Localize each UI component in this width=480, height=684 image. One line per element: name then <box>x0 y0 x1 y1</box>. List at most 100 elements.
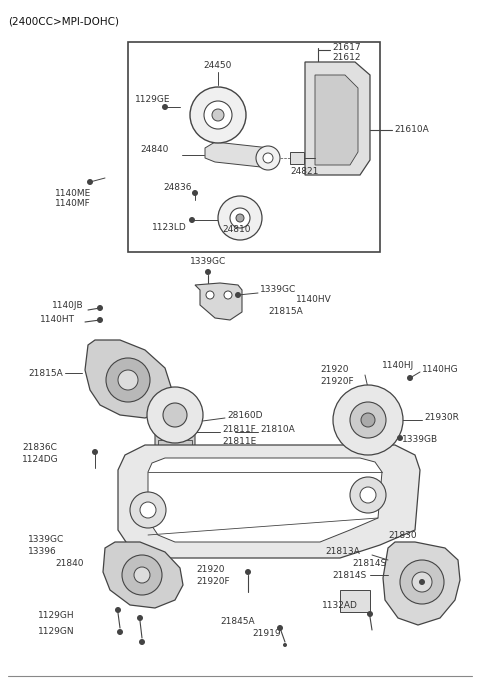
Polygon shape <box>118 445 420 558</box>
Text: 21811E: 21811E <box>222 438 256 447</box>
Text: 1124DG: 1124DG <box>22 456 59 464</box>
Circle shape <box>190 87 246 143</box>
Circle shape <box>137 615 143 621</box>
Circle shape <box>256 146 280 170</box>
Polygon shape <box>85 340 172 418</box>
Text: 21815A: 21815A <box>28 369 63 378</box>
Text: 1140HV: 1140HV <box>296 295 332 304</box>
Circle shape <box>192 190 198 196</box>
Circle shape <box>163 403 187 427</box>
Circle shape <box>189 217 195 223</box>
Text: 21617: 21617 <box>332 44 360 53</box>
Circle shape <box>360 487 376 503</box>
Circle shape <box>122 555 162 595</box>
Text: 21814S: 21814S <box>352 559 386 568</box>
Circle shape <box>206 291 214 299</box>
Text: 21813A: 21813A <box>325 547 360 557</box>
Text: 1140JB: 1140JB <box>52 300 84 309</box>
Text: 1129GN: 1129GN <box>38 627 74 637</box>
Text: 1140HG: 1140HG <box>422 365 458 375</box>
Text: 21830: 21830 <box>388 531 417 540</box>
Circle shape <box>407 375 413 381</box>
Circle shape <box>205 269 211 275</box>
Text: 24836: 24836 <box>163 183 192 192</box>
Circle shape <box>263 153 273 163</box>
Text: 1123LD: 1123LD <box>152 224 187 233</box>
Text: 21810A: 21810A <box>260 425 295 434</box>
Text: 21811F: 21811F <box>222 425 256 434</box>
Circle shape <box>162 104 168 110</box>
Polygon shape <box>315 75 358 165</box>
Text: 21840: 21840 <box>55 559 84 568</box>
Text: 21845A: 21845A <box>220 618 254 627</box>
Circle shape <box>235 292 241 298</box>
Polygon shape <box>155 415 195 468</box>
Text: 13396: 13396 <box>28 547 57 557</box>
Text: 1339GB: 1339GB <box>402 436 438 445</box>
Bar <box>290 152 304 164</box>
Text: 1339GC: 1339GC <box>260 285 296 293</box>
Circle shape <box>367 611 373 617</box>
Text: 21920F: 21920F <box>196 577 229 586</box>
Polygon shape <box>160 450 190 458</box>
Circle shape <box>147 387 203 443</box>
Circle shape <box>400 560 444 604</box>
Text: 21919: 21919 <box>252 629 281 638</box>
Circle shape <box>97 317 103 323</box>
Text: 1339GC: 1339GC <box>28 536 64 544</box>
Text: 24450: 24450 <box>204 60 232 70</box>
Circle shape <box>283 643 287 647</box>
Polygon shape <box>305 62 370 175</box>
Circle shape <box>134 567 150 583</box>
Circle shape <box>245 569 251 575</box>
Circle shape <box>350 402 386 438</box>
Circle shape <box>106 358 150 402</box>
Text: (2400CC>MPI-DOHC): (2400CC>MPI-DOHC) <box>8 17 119 27</box>
Text: 21610A: 21610A <box>394 125 429 135</box>
Polygon shape <box>383 542 460 625</box>
Circle shape <box>277 625 283 631</box>
Text: 21815A: 21815A <box>268 308 303 317</box>
Text: 24810: 24810 <box>222 226 251 235</box>
Text: 21612: 21612 <box>332 53 360 62</box>
Bar <box>340 590 370 612</box>
Circle shape <box>140 502 156 518</box>
Circle shape <box>130 492 166 528</box>
Circle shape <box>97 305 103 311</box>
Circle shape <box>361 413 375 427</box>
Text: 21920: 21920 <box>196 566 225 575</box>
Circle shape <box>212 109 224 121</box>
Polygon shape <box>158 440 192 450</box>
Text: 1339GC: 1339GC <box>190 257 226 267</box>
Circle shape <box>224 291 232 299</box>
Polygon shape <box>205 142 278 168</box>
Circle shape <box>204 101 232 129</box>
Text: 21836C: 21836C <box>22 443 57 453</box>
Text: 24821: 24821 <box>290 168 318 176</box>
Text: 1140HT: 1140HT <box>40 315 75 324</box>
Circle shape <box>412 572 432 592</box>
Text: 1140ME: 1140ME <box>55 189 91 198</box>
Text: 24840: 24840 <box>140 146 168 155</box>
Text: 21920F: 21920F <box>320 376 354 386</box>
Circle shape <box>397 435 403 441</box>
Circle shape <box>117 629 123 635</box>
Text: 1129GH: 1129GH <box>38 611 74 620</box>
Circle shape <box>218 196 262 240</box>
Circle shape <box>139 639 145 645</box>
Circle shape <box>87 179 93 185</box>
Circle shape <box>236 214 244 222</box>
Polygon shape <box>103 542 183 608</box>
Circle shape <box>115 607 121 613</box>
Circle shape <box>350 477 386 513</box>
Text: 1132AD: 1132AD <box>322 601 358 609</box>
Text: 21814S: 21814S <box>332 570 366 579</box>
Polygon shape <box>195 283 242 320</box>
Text: 1140MF: 1140MF <box>55 200 91 209</box>
Text: 21920: 21920 <box>320 365 348 375</box>
Circle shape <box>230 208 250 228</box>
Circle shape <box>333 385 403 455</box>
Text: 21930R: 21930R <box>424 414 459 423</box>
Bar <box>128 42 380 252</box>
Polygon shape <box>148 458 382 542</box>
